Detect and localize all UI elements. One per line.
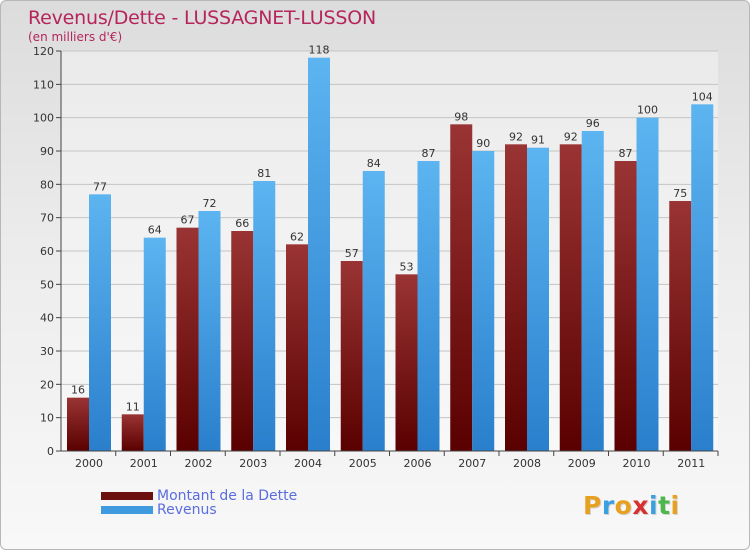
y-tick-label: 120 [33, 45, 54, 58]
y-tick-label: 70 [40, 212, 54, 225]
x-tick-label: 2003 [239, 457, 267, 470]
data-label: 62 [290, 230, 304, 243]
bar-revenus [691, 104, 714, 451]
x-tick-label: 2011 [677, 457, 705, 470]
bar-dette [340, 261, 363, 451]
grid-lines [61, 50, 718, 452]
y-tick-label: 20 [40, 378, 54, 391]
data-label: 16 [71, 384, 85, 397]
y-tick-label: 0 [47, 445, 54, 458]
bar-dette [505, 144, 527, 452]
x-tick-label: 2009 [568, 457, 596, 470]
data-label: 104 [692, 90, 713, 103]
y-tick-label: 40 [40, 312, 54, 325]
data-label: 57 [345, 247, 359, 260]
data-label: 64 [148, 224, 162, 237]
legend-label-dette: Montant de la Dette [157, 488, 298, 504]
data-label: 67 [181, 214, 195, 227]
y-tick-label: 30 [40, 345, 54, 358]
bars [67, 57, 714, 452]
legend-item-revenus: Revenus [101, 502, 217, 518]
bar-revenus [527, 147, 549, 451]
x-tick-label: 2007 [458, 457, 486, 470]
bar-revenus [253, 181, 276, 451]
y-tick-label: 100 [33, 112, 54, 125]
data-label: 66 [235, 217, 249, 230]
bar-dette [231, 231, 254, 451]
y-tick-label: 60 [40, 245, 54, 258]
data-label: 90 [476, 137, 490, 150]
data-label: 75 [673, 187, 687, 200]
proxiti-logo: Proxiti [583, 491, 680, 520]
data-label: 98 [454, 110, 468, 123]
x-tick-label: 2000 [75, 457, 103, 470]
bar-revenus [143, 237, 166, 451]
x-tick-label: 2002 [185, 457, 213, 470]
chart-subtitle: (en milliers d'€) [28, 30, 123, 44]
bar-revenus [89, 194, 111, 452]
bar-dette [121, 414, 144, 451]
data-label: 118 [309, 44, 330, 57]
bar-dette [286, 244, 308, 451]
x-tick-label: 2006 [404, 457, 432, 470]
data-label: 84 [367, 157, 381, 170]
x-tick-label: 2008 [513, 457, 541, 470]
data-label: 92 [564, 130, 578, 143]
bar-revenus [636, 117, 659, 452]
x-tick-label: 2004 [294, 457, 322, 470]
data-label: 87 [619, 147, 633, 160]
data-label: 53 [400, 260, 414, 273]
bar-revenus [308, 57, 330, 452]
axes: 0 10 20 30 40 50 60 70 80 90 100 110 120 2000 2001 2002… [33, 45, 719, 470]
data-label: 96 [586, 117, 600, 130]
bar-revenus [472, 151, 495, 451]
bar-revenus [362, 171, 385, 451]
y-tick-label: 90 [40, 145, 54, 158]
y-tick-label: 80 [40, 178, 54, 191]
legend-label-revenus: Revenus [157, 502, 217, 518]
legend-item-dette: Montant de la Dette [101, 488, 297, 504]
data-label: 81 [257, 167, 271, 180]
bar-dette [614, 161, 637, 451]
bar-dette [669, 201, 692, 451]
x-tick-label: 2010 [623, 457, 651, 470]
data-label: 77 [93, 180, 107, 193]
x-tick-label: 2005 [349, 457, 377, 470]
y-tick-label: 10 [40, 412, 54, 425]
bar-revenus [581, 131, 604, 451]
legend-swatch-revenus [101, 506, 153, 514]
bar-dette [559, 144, 582, 452]
data-label: 72 [203, 197, 217, 210]
data-label: 91 [531, 134, 545, 147]
bar-revenus [417, 161, 440, 451]
x-tick-label: 2001 [130, 457, 158, 470]
bar-dette [67, 397, 89, 451]
bar-dette [395, 274, 418, 451]
data-label: 100 [637, 104, 658, 117]
data-label: 87 [422, 147, 436, 160]
y-tick-label: 50 [40, 278, 54, 291]
bar-dette [176, 227, 199, 451]
bar-dette [450, 124, 473, 451]
data-label: 92 [509, 130, 523, 143]
bar-revenus [198, 211, 221, 451]
chart-title: Revenus/Dette - LUSSAGNET-LUSSON [28, 7, 376, 29]
legend-swatch-dette [101, 492, 153, 500]
y-tick-label: 110 [33, 78, 54, 91]
data-label: 11 [126, 400, 140, 413]
value-labels: 16 77 11 64 67 72 66 81 62 118 57 84 53 87 98 90 92 91 92 9… [71, 44, 713, 414]
